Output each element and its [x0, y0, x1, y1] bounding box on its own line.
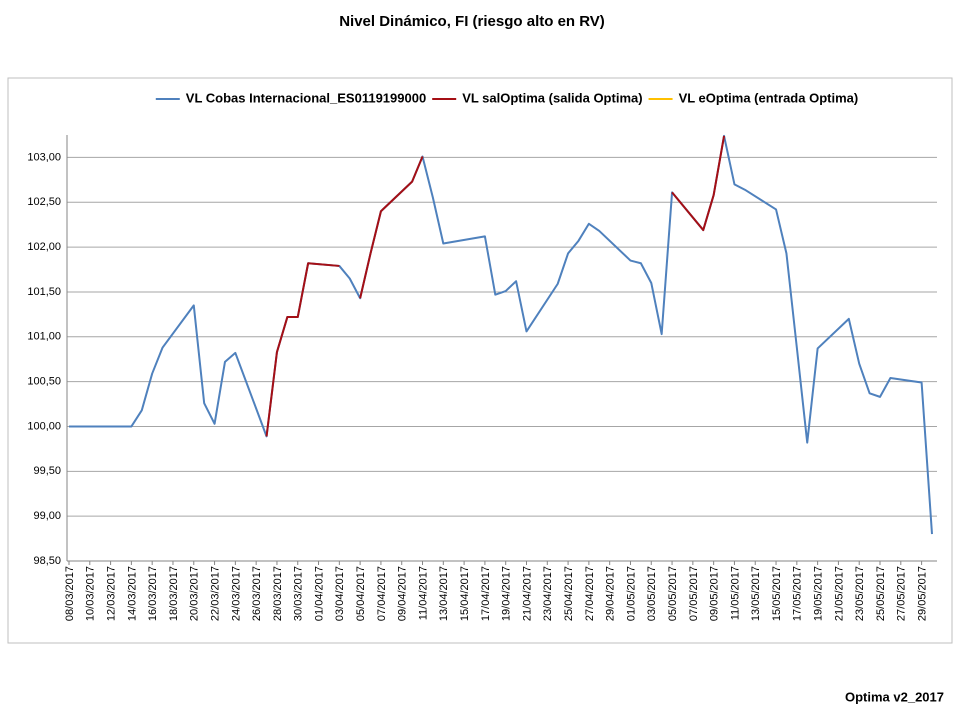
- x-tick-label: 20/03/2017: [189, 566, 201, 621]
- legend-item: VL Cobas Internacional_ES0119199000: [155, 90, 426, 105]
- x-tick-label: 09/05/2017: [709, 566, 721, 621]
- x-tick-label: 09/04/2017: [397, 566, 409, 621]
- series-line: [69, 134, 933, 535]
- legend-label: VL Cobas Internacional_ES0119199000: [186, 90, 426, 105]
- x-tick-label: 03/05/2017: [646, 566, 658, 621]
- y-tick-label: 101,00: [27, 331, 61, 343]
- x-tick-label: 21/05/2017: [833, 566, 845, 621]
- x-tick-label: 27/04/2017: [584, 566, 596, 621]
- y-tick-label: 100,00: [27, 420, 61, 432]
- y-tick-label: 99,50: [33, 465, 61, 477]
- y-tick-label: 99,00: [33, 510, 61, 522]
- legend-item: VL eOptima (entrada Optima): [648, 90, 859, 105]
- footer: Optima v2_2017: [845, 689, 944, 704]
- x-tick-label: 11/04/2017: [417, 566, 429, 620]
- x-tick-label: 12/03/2017: [105, 566, 117, 621]
- x-tick-label: 07/04/2017: [376, 566, 388, 621]
- x-tick-label: 21/04/2017: [521, 566, 533, 621]
- x-tick-label: 29/04/2017: [605, 566, 617, 621]
- x-tick-label: 26/03/2017: [251, 566, 263, 621]
- x-tick-label: 11/05/2017: [729, 566, 741, 620]
- x-tick-label: 18/03/2017: [168, 566, 180, 621]
- x-tick-label: 13/04/2017: [438, 566, 450, 621]
- y-tick-label: 101,50: [27, 286, 61, 298]
- y-tick-label: 103,00: [27, 151, 61, 163]
- x-tick-label: 03/04/2017: [334, 566, 346, 621]
- chart-title: Nivel Dinámico, FI (riesgo alto en RV): [339, 13, 605, 30]
- x-tick-label: 17/05/2017: [792, 566, 804, 621]
- legend-item: VL salOptima (salida Optima): [432, 90, 643, 105]
- legend-label: VL eOptima (entrada Optima): [679, 90, 859, 105]
- x-tick-label: 08/03/2017: [64, 566, 76, 621]
- x-tick-label: 27/05/2017: [896, 566, 908, 621]
- x-tick-label: 17/04/2017: [480, 566, 492, 621]
- x-tick-label: 19/04/2017: [501, 566, 513, 621]
- x-tick-label: 25/05/2017: [875, 566, 887, 621]
- x-tick-label: 15/04/2017: [459, 566, 471, 621]
- x-tick-label: 05/04/2017: [355, 566, 367, 621]
- x-tick-label: 01/05/2017: [625, 566, 637, 621]
- x-tick-label: 07/05/2017: [688, 566, 700, 621]
- series-line: [265, 135, 726, 437]
- y-tick-label: 100,50: [27, 376, 61, 388]
- y-tick-label: 102,00: [27, 241, 61, 253]
- y-tick-label: 102,50: [27, 196, 61, 208]
- x-tick-label: 05/05/2017: [667, 566, 679, 621]
- x-tick-label: 25/04/2017: [563, 566, 575, 621]
- y-tick-label: 98,50: [33, 555, 61, 567]
- x-tick-label: 15/05/2017: [771, 566, 783, 621]
- x-tick-label: 23/04/2017: [542, 566, 554, 621]
- x-tick-label: 28/03/2017: [272, 566, 284, 621]
- x-tick-label: 30/03/2017: [293, 566, 305, 621]
- x-tick-label: 14/03/2017: [126, 566, 138, 621]
- x-tick-label: 13/05/2017: [750, 566, 762, 621]
- x-tick-label: 22/03/2017: [209, 566, 221, 621]
- x-tick-label: 23/05/2017: [854, 566, 866, 621]
- chart-frame: [7, 77, 953, 644]
- legend-label: VL salOptima (salida Optima): [462, 90, 642, 105]
- x-tick-label: 24/03/2017: [230, 566, 242, 621]
- x-tick-label: 19/05/2017: [813, 566, 825, 621]
- x-tick-label: 29/05/2017: [917, 566, 929, 621]
- x-tick-label: 16/03/2017: [147, 566, 159, 621]
- x-tick-label: 10/03/2017: [85, 566, 97, 621]
- x-tick-label: 01/04/2017: [313, 566, 325, 621]
